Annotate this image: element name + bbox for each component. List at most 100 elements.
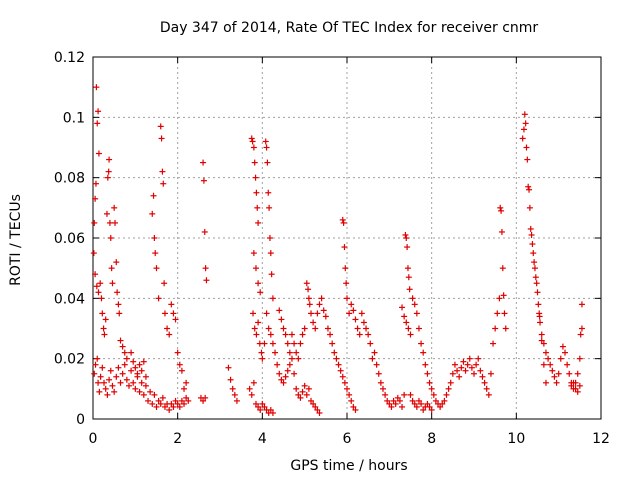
- data-point-plus: [109, 280, 116, 287]
- data-point-plus: [269, 409, 276, 416]
- data-point-plus: [536, 313, 543, 320]
- data-point-plus: [384, 397, 391, 404]
- data-point-plus: [340, 219, 347, 226]
- data-point-plus: [99, 364, 106, 371]
- data-point-plus: [121, 361, 128, 368]
- data-point-plus: [545, 355, 552, 362]
- axis-ticks: 0 2 4 6 8 10 12 0 0.02 0.04 0.06 0.08 0.1 0.12: [54, 50, 610, 447]
- grid: [93, 57, 601, 419]
- data-point-plus: [406, 286, 413, 293]
- data-point-plus: [132, 364, 139, 371]
- data-point-plus: [119, 370, 126, 377]
- data-point-plus: [382, 391, 389, 398]
- data-point-plus: [533, 280, 540, 287]
- data-point-plus: [360, 319, 367, 326]
- data-point-plus: [261, 340, 268, 347]
- data-point-plus: [310, 400, 317, 407]
- data-point-plus: [183, 379, 190, 386]
- data-point-plus: [248, 391, 255, 398]
- data-point-plus: [160, 180, 167, 187]
- data-point-plus: [142, 373, 149, 380]
- data-point-plus: [168, 301, 175, 308]
- data-point-plus: [255, 280, 262, 287]
- data-point-plus: [479, 373, 486, 380]
- data-point-plus: [500, 292, 507, 299]
- data-point-plus: [252, 174, 259, 181]
- data-point-plus: [473, 361, 480, 368]
- data-point-plus: [424, 370, 431, 377]
- data-point-plus: [466, 355, 473, 362]
- data-point-plus: [170, 403, 177, 410]
- data-point-plus: [257, 406, 264, 413]
- data-point-plus: [253, 331, 260, 338]
- data-point-plus: [350, 307, 357, 314]
- data-point-plus: [303, 391, 310, 398]
- data-point-plus: [201, 228, 208, 235]
- data-point-plus: [316, 301, 323, 308]
- data-point-plus: [229, 385, 236, 392]
- data-point-plus: [104, 391, 111, 398]
- data-point-plus: [225, 364, 232, 371]
- data-point-plus: [402, 231, 409, 238]
- data-point-plus: [95, 379, 102, 386]
- data-point-plus: [578, 325, 585, 332]
- data-point-plus: [471, 370, 477, 377]
- data-point-plus: [529, 241, 536, 248]
- data-point-plus: [145, 397, 152, 404]
- data-point-plus: [373, 361, 380, 368]
- data-point-plus: [251, 159, 258, 166]
- data-point-plus: [249, 138, 256, 145]
- data-point-plus: [149, 400, 156, 407]
- data-point-plus: [415, 397, 422, 404]
- data-point-plus: [426, 403, 433, 410]
- data-point-plus: [475, 355, 482, 362]
- data-point-plus: [276, 370, 283, 377]
- data-point-plus: [494, 310, 501, 317]
- data-point-plus: [553, 379, 560, 386]
- data-point-plus: [263, 144, 270, 151]
- data-point-plus: [158, 135, 165, 142]
- data-point-plus: [178, 367, 185, 374]
- data-point-plus: [151, 391, 158, 398]
- data-point-plus: [178, 397, 185, 404]
- data-point-plus: [269, 295, 276, 302]
- data-point-plus: [117, 337, 124, 344]
- data-point-plus: [388, 403, 395, 410]
- data-point-plus: [299, 331, 306, 338]
- data-point-plus: [445, 385, 452, 392]
- data-point-plus: [339, 373, 346, 380]
- data-point-plus: [282, 373, 289, 380]
- data-point-plus: [574, 370, 581, 377]
- data-point-plus: [496, 295, 503, 302]
- data-point-plus: [155, 397, 162, 404]
- data-point-plus: [301, 325, 308, 332]
- data-point-plus: [352, 316, 359, 323]
- data-point-plus: [202, 394, 209, 401]
- data-point-plus: [280, 379, 287, 386]
- data-point-plus: [428, 385, 435, 392]
- data-point-plus: [278, 376, 285, 383]
- data-point-plus: [407, 331, 414, 338]
- data-point-plus: [111, 388, 118, 395]
- data-point-plus: [346, 310, 353, 317]
- data-point-plus: [157, 123, 164, 130]
- data-point-plus: [94, 355, 101, 362]
- data-point-plus: [424, 400, 431, 407]
- data-point-plus: [125, 382, 132, 389]
- data-point-plus: [93, 84, 100, 91]
- x-tick-label: 10: [507, 431, 525, 447]
- data-point-plus: [267, 250, 274, 257]
- data-point-plus: [267, 331, 274, 338]
- data-point-plus: [403, 319, 410, 326]
- data-point-plus: [94, 120, 101, 127]
- y-tick-label: 0.1: [63, 110, 85, 126]
- data-point-plus: [386, 400, 393, 407]
- data-point-plus: [343, 280, 350, 287]
- data-point-plus: [200, 177, 207, 184]
- data-point-plus: [114, 289, 121, 296]
- data-point-plus: [540, 340, 547, 347]
- data-point-plus: [401, 313, 408, 320]
- data-point-plus: [441, 397, 448, 404]
- data-point-plus: [407, 391, 414, 398]
- data-point-plus: [263, 310, 270, 317]
